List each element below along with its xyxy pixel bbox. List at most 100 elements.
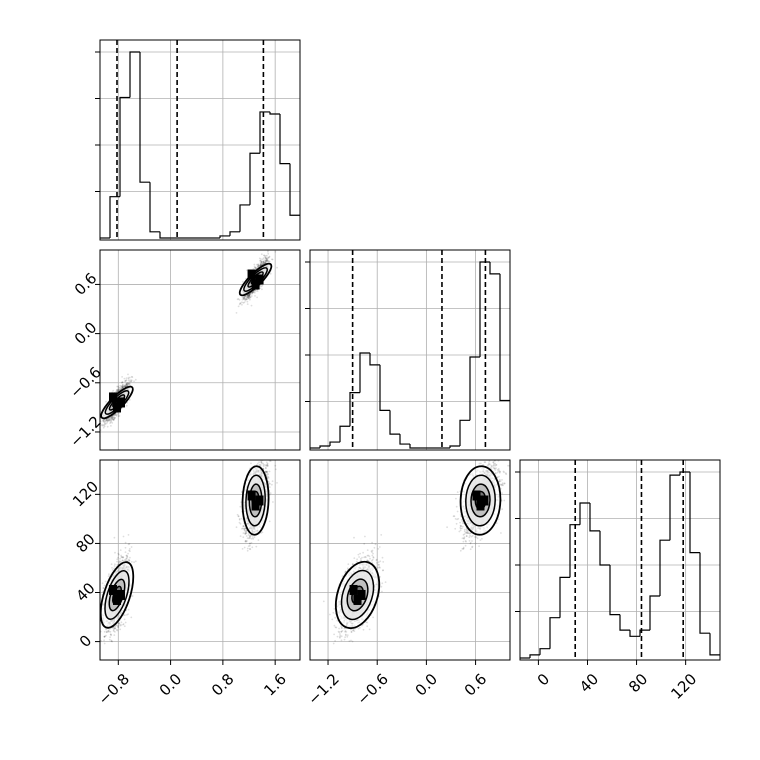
sample-point [110,640,113,642]
sample-point [125,385,127,387]
sample-point [107,418,110,421]
sample-point [263,262,266,264]
sample-point [122,623,125,625]
sample-point [123,385,126,388]
sample-point [247,295,250,298]
sample-point [128,559,131,562]
sample-point [245,298,248,301]
sample-point [115,389,118,392]
sample-point [121,385,123,387]
hist-bar-p1-14 [449,445,460,448]
sample-point [110,419,112,421]
sample-point [261,263,263,265]
sample-point [246,294,249,297]
sample-point [121,559,124,562]
sample-point [109,633,112,636]
sample-point [108,638,111,641]
sample-point [248,295,251,297]
sample-point [105,419,108,422]
sample-point [265,260,268,263]
hist-bar-p2-13 [649,595,660,631]
sample-point [268,260,270,263]
sample-point [264,260,267,263]
sample-point [258,257,261,260]
sample-point [107,630,110,632]
sample-point [268,255,271,258]
hist-bar-p1-16 [469,356,480,421]
hist-bar-p1-8 [389,410,400,435]
sample-point [112,389,115,392]
sample-point [245,295,248,298]
sample-point [243,297,246,299]
sample-point [97,626,99,628]
sample-point [103,639,105,642]
sample-point [272,247,274,249]
sample-point [246,296,249,299]
sample-point [243,296,246,299]
sample-point [111,417,113,420]
hist-bar-p2-17 [689,472,700,554]
sample-point [117,385,119,388]
hist-bar-p1-9 [399,434,410,445]
sample-point [122,535,125,538]
sample-point [245,540,247,542]
sample-point [106,630,109,633]
sample-point [247,296,250,299]
sample-point [130,561,133,563]
sample-point [266,457,268,459]
sample-point [113,413,116,416]
sample-point [248,295,251,297]
hist-bar-p0-4 [139,52,150,183]
sample-point [121,383,124,386]
sample-point [110,420,113,422]
hist-bar-p2-9 [609,565,620,616]
sample-point [256,290,259,292]
sample-point [241,301,243,304]
sample-point [103,421,106,424]
sample-point [276,266,278,269]
sample-point [267,256,269,259]
sample-point [251,292,254,294]
sample-point [266,260,269,263]
sample-point [236,298,239,301]
sample-point [264,464,266,466]
sample-point [259,262,262,264]
sample-point [100,640,102,642]
sample-point [117,387,120,390]
sample-point [244,298,247,301]
sample-point [109,416,112,419]
sample-point [111,567,113,569]
sample-point [250,295,253,297]
sample-point [262,261,265,264]
sample-point [129,376,131,379]
panel-frame-p1 [309,249,511,451]
sample-point [119,549,122,551]
sample-point [251,291,254,294]
sample-point [110,416,113,419]
sample-point [105,418,108,421]
sample-point [265,259,268,262]
sample-point [262,262,264,265]
sample-point [274,251,277,253]
sample-point [124,558,127,561]
sample-point [255,263,258,266]
sample-point [247,294,250,296]
hist-bar-p0-12 [219,235,230,238]
panel-frame-p2 [519,459,721,661]
sample-point [105,631,108,633]
sample-point [246,295,249,298]
sample-point [106,425,109,428]
sample-point [127,558,130,561]
hist-bar-p0-2 [119,96,130,197]
sample-point [264,255,267,257]
sample-point [249,293,251,296]
sample-point [246,298,249,301]
sample-point [126,555,129,558]
sample-point [105,422,107,425]
sample-point [125,383,128,386]
sample-point [262,260,265,263]
sample-point [108,419,110,422]
sample-point [121,556,124,558]
sample-point [246,269,248,272]
sample-point [259,262,262,265]
